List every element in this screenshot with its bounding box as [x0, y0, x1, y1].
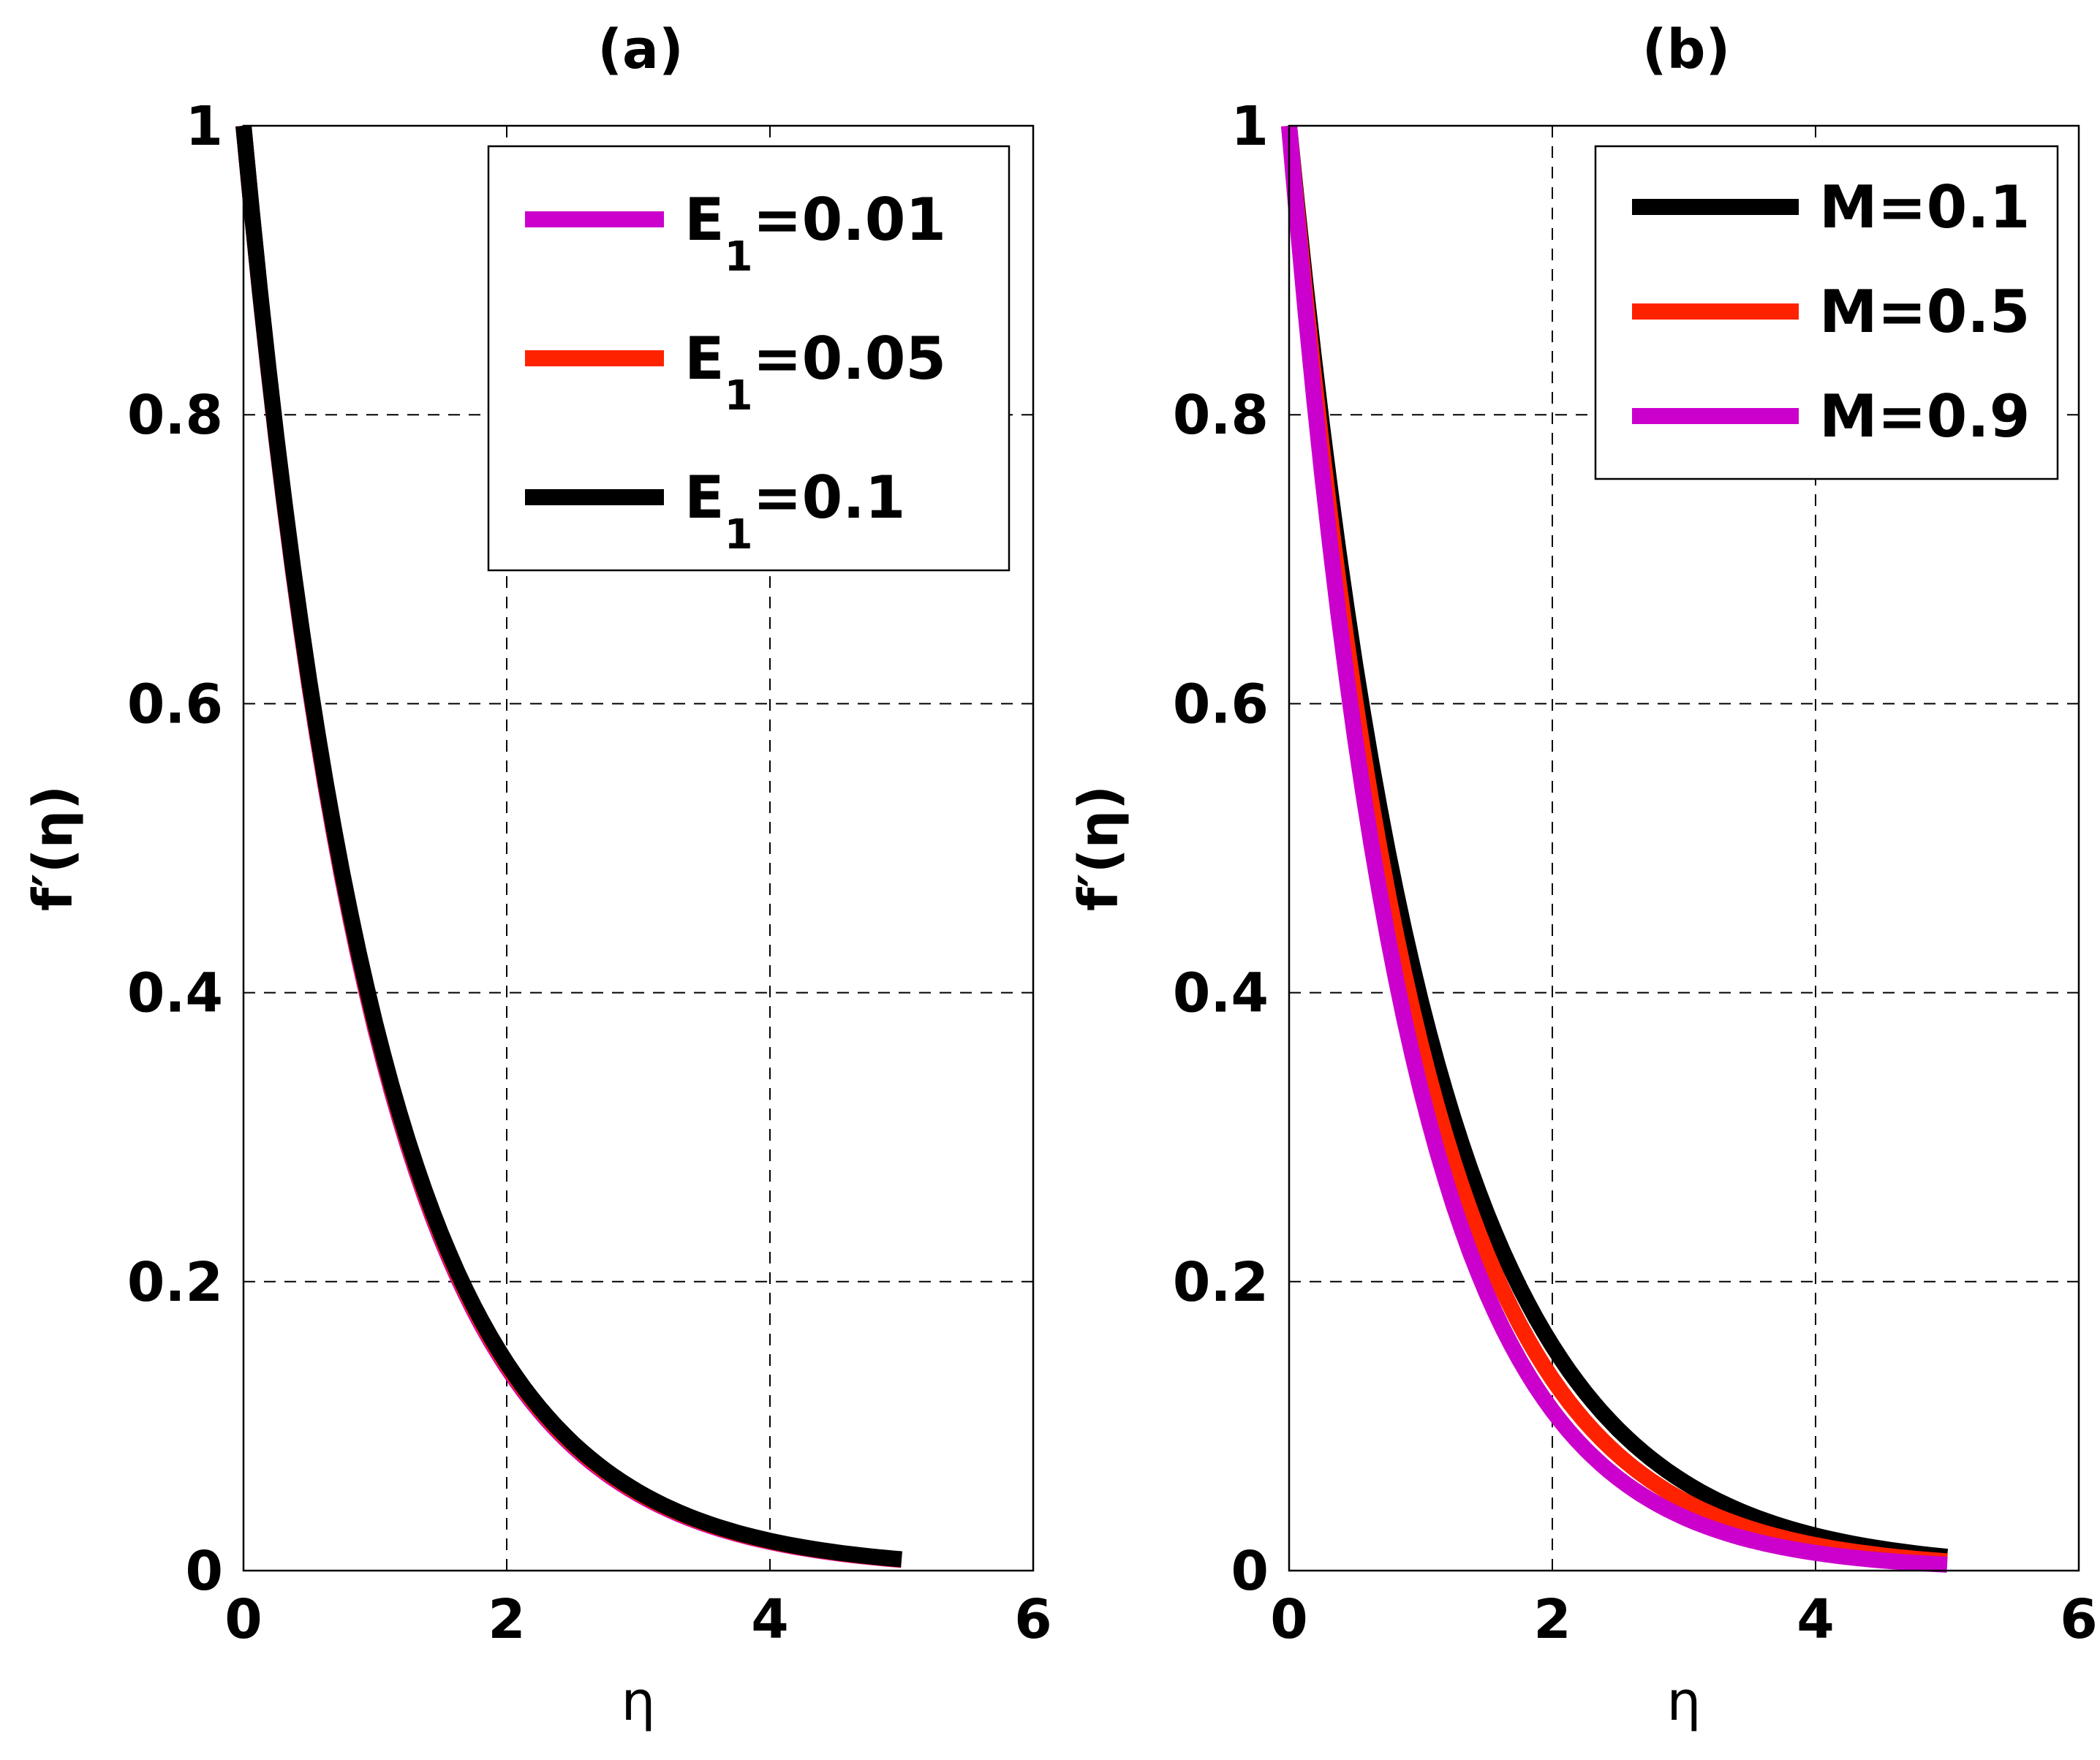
y-tick-label: 0.8: [1173, 384, 1269, 447]
legend-label: E1=0.1: [684, 464, 905, 559]
series-line-M=0.9: [1281, 125, 1948, 1573]
legend-label: E1=0.05: [684, 325, 946, 420]
y-tick-label: 0.6: [127, 673, 223, 736]
x-tick-label: 6: [2060, 1588, 2098, 1651]
plot-frame: [1288, 124, 2080, 1572]
panel-a: 0 2 4 600.20.40.60.81(a)ηf′(η)E1=0.01E1=0.0…: [22, 18, 1052, 1733]
x-tick-label: 2: [488, 1588, 526, 1651]
plot-frame: [242, 124, 1035, 1572]
legend-item: E1=0.1: [525, 464, 905, 559]
legend-item: M=0.5: [1632, 278, 2030, 346]
y-tick-label: 0: [186, 1540, 224, 1603]
y-tick-label: 0.4: [1173, 962, 1269, 1025]
legend: M=0.1 M=0.5 M=0.9: [1594, 145, 2059, 480]
y-tick-label: 0.4: [127, 962, 223, 1025]
legend-item: E1=0.05: [525, 325, 946, 420]
x-tick-label: 0: [224, 1588, 262, 1651]
y-tick-label: 0.2: [127, 1251, 223, 1314]
panel-title: (a): [597, 18, 684, 81]
y-axis-label: f′(η): [1068, 785, 1130, 911]
y-tick-label: 1: [1231, 95, 1269, 158]
x-axis-label: η: [622, 1670, 656, 1733]
x-tick-label: 4: [1797, 1588, 1835, 1651]
y-tick-label: 0: [1231, 1540, 1269, 1603]
series-line-E1=0.1: [235, 124, 902, 1568]
legend-label: E1=0.01: [684, 186, 946, 281]
y-axis-label: f′(η): [22, 785, 85, 911]
legend: E1=0.01 E1=0.05 E1=0.1: [487, 145, 1011, 572]
legend-item: M=0.1: [1632, 173, 2030, 241]
legend-item: M=0.9: [1632, 382, 2030, 450]
x-tick-label: 2: [1533, 1588, 1571, 1651]
legend-label: M=0.5: [1819, 278, 2030, 346]
x-axis-label: η: [1667, 1670, 1701, 1733]
y-tick-label: 1: [186, 95, 224, 158]
panel-b: 0 2 4 600.20.40.60.81(b)ηf′(η)M=0.1M=0.5M=0…: [1068, 18, 2098, 1733]
series-line-M=0.1: [1281, 124, 1949, 1566]
legend-label: M=0.9: [1819, 382, 2030, 450]
y-tick-label: 0.2: [1173, 1251, 1269, 1314]
legend-item: E1=0.01: [525, 186, 946, 281]
x-tick-label: 0: [1270, 1588, 1308, 1651]
legend-label: M=0.1: [1819, 173, 2030, 241]
x-tick-label: 4: [751, 1588, 789, 1651]
y-tick-label: 0.6: [1173, 673, 1269, 736]
x-tick-label: 6: [1014, 1588, 1052, 1651]
panel-title: (b): [1642, 18, 1731, 81]
y-tick-label: 0.8: [127, 384, 223, 447]
